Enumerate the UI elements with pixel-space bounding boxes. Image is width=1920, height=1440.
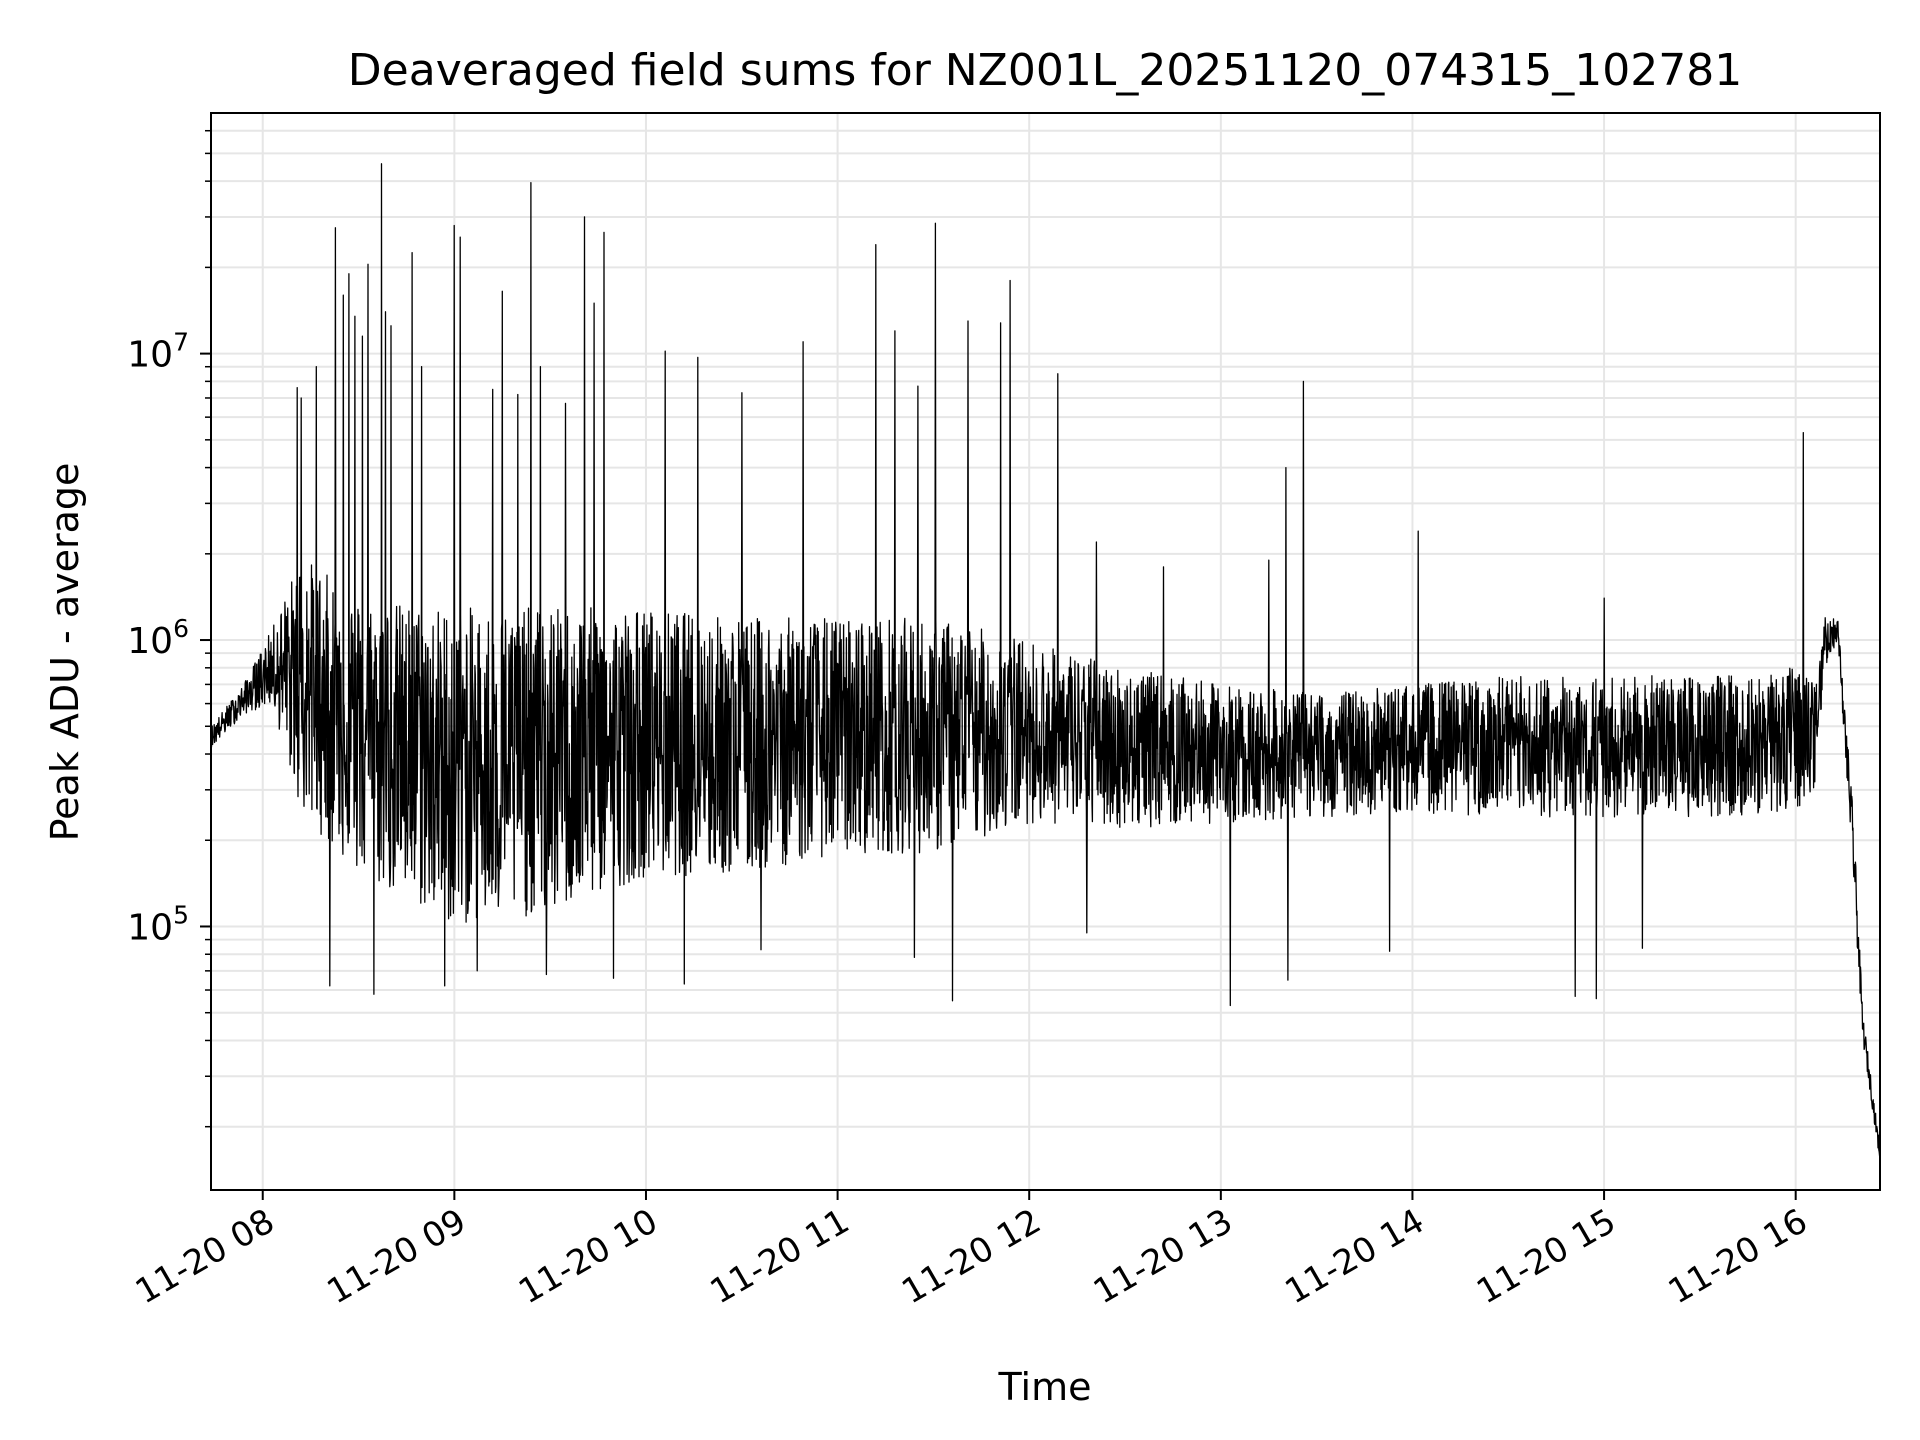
y-tick-label: 106 [127, 614, 189, 662]
y-axis: 105 106 107 [127, 129, 211, 1128]
y-tick-label: 105 [127, 900, 189, 948]
y-tick-label: 107 [127, 328, 189, 376]
x-axis-label: Time [998, 1365, 1092, 1409]
y-axis-label: Peak ADU - average [43, 463, 87, 842]
chart-title: Deaveraged field sums for NZ001L_2025112… [348, 45, 1742, 96]
series-line [210, 163, 1881, 1160]
series-path [210, 163, 1881, 1160]
plot-frame [210, 112, 1881, 1191]
